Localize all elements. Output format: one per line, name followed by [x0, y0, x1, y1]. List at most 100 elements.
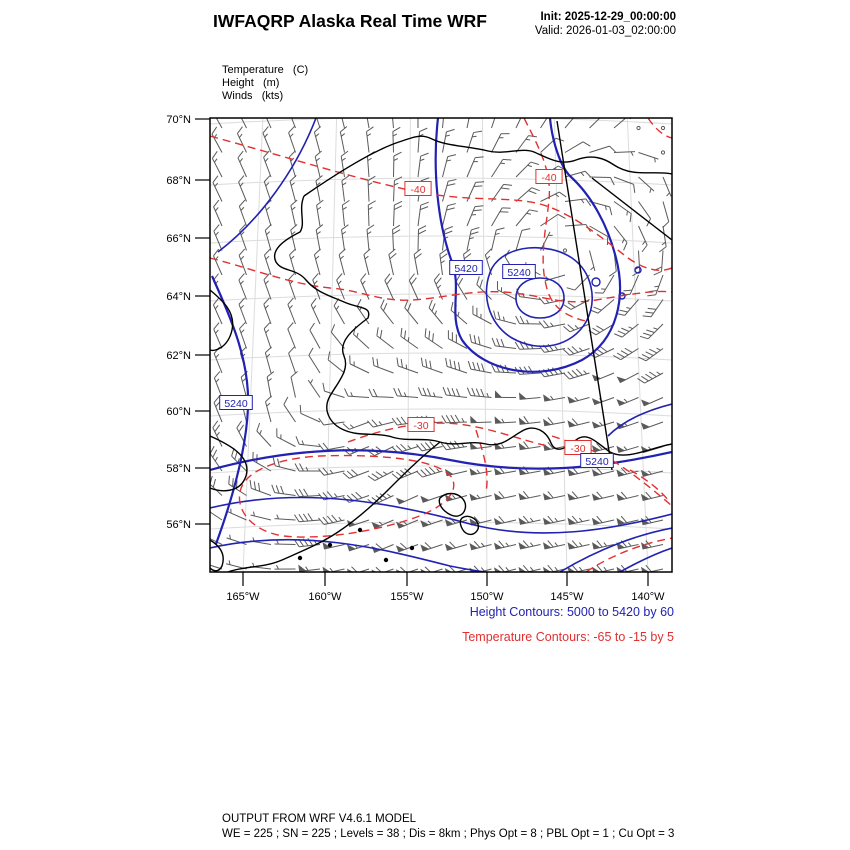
wind-barb	[494, 442, 517, 450]
temperature-contour	[585, 537, 672, 572]
wind-barb	[276, 428, 296, 447]
wind-barb	[420, 519, 443, 528]
parallel-line	[210, 235, 672, 244]
axis-labels: 70°N 68°N 66°N 64°N 62°N 60°N 58°N 56°N 165°W 160…	[166, 114, 665, 603]
wind-barb	[400, 327, 419, 349]
svg-text:-30: -30	[570, 443, 585, 455]
temperature-contour	[647, 118, 672, 139]
wind-barb	[567, 540, 590, 550]
wind-barb	[226, 534, 247, 545]
wind-barb	[363, 248, 371, 276]
wind-barb	[266, 371, 275, 398]
svg-text:5240: 5240	[507, 267, 531, 279]
wind-barb	[613, 176, 636, 193]
wind-barb	[469, 333, 492, 349]
wind-barb	[263, 150, 272, 178]
wind-barb	[315, 175, 323, 202]
wind-barb	[494, 390, 517, 398]
height-contour-label: 5240	[502, 264, 536, 279]
wind-barb	[367, 419, 394, 428]
wind-barb	[271, 484, 296, 496]
wind-barb	[341, 118, 345, 129]
wind-barb	[213, 322, 223, 349]
coastline	[210, 289, 234, 352]
wind-barb	[442, 386, 468, 398]
lon-tick-label: 150°W	[470, 591, 504, 603]
temperature-contour	[238, 454, 455, 538]
wind-barb	[616, 467, 639, 477]
wind-barb	[636, 125, 641, 131]
meridian-line	[324, 118, 338, 572]
wind-barb	[287, 322, 296, 349]
wind-barb	[442, 154, 457, 178]
wind-barb	[295, 436, 321, 447]
wind-barb	[339, 126, 348, 153]
wind-barb	[237, 150, 247, 178]
wind-barb	[540, 118, 548, 129]
wind-barb	[283, 396, 296, 423]
wind-barb	[263, 273, 272, 300]
wind-barb	[333, 298, 345, 325]
wind-barb	[314, 150, 322, 178]
coastline	[591, 177, 672, 241]
wind-barb	[518, 392, 541, 400]
wind-barb	[213, 371, 223, 398]
wind-barb	[491, 158, 512, 178]
wind-barb	[313, 248, 321, 276]
temperature-contour-label: -40	[404, 181, 432, 196]
wind-barb	[416, 466, 443, 478]
temperature-contour	[210, 257, 672, 303]
wind-barb	[639, 323, 664, 340]
height-contour	[619, 547, 672, 572]
wind-barb	[567, 515, 590, 525]
wind-barb	[367, 175, 376, 202]
wind-barb	[288, 346, 296, 374]
island	[357, 527, 363, 533]
wind-barb	[640, 469, 664, 478]
wind-barb	[288, 126, 296, 153]
temperature-contour-label: -30	[564, 440, 592, 455]
wind-barb	[212, 297, 223, 325]
coastline	[227, 441, 441, 572]
wind-barb	[290, 224, 298, 251]
axis-ticks	[195, 118, 649, 586]
coastline-layer	[210, 120, 672, 572]
wind-barb	[371, 519, 394, 529]
wind-barb	[250, 511, 272, 521]
wind-barb	[440, 440, 468, 451]
wind-barb	[341, 199, 350, 227]
parallel-line	[210, 177, 672, 186]
wind-barb	[395, 495, 419, 505]
height-contour	[515, 277, 565, 319]
lat-tick-label: 56°N	[166, 519, 191, 531]
wind-barb	[213, 248, 223, 276]
wind-barb	[392, 224, 401, 251]
wind-barb	[470, 415, 492, 424]
island	[383, 557, 389, 563]
height-contours-layer	[210, 118, 672, 572]
wind-barb	[238, 248, 247, 276]
wind-barb	[367, 200, 376, 227]
wind-barb	[518, 416, 541, 425]
wind-barb	[567, 418, 590, 428]
coastline	[210, 539, 224, 572]
wind-barb	[466, 118, 470, 129]
svg-text:5240: 5240	[224, 398, 248, 410]
wind-barb	[420, 495, 443, 503]
contour-labels-layer: -40 -40 -30 -30 5420 5240 5240 5240	[219, 169, 614, 468]
coastline	[438, 492, 467, 517]
coastline	[459, 515, 480, 536]
wind-barb	[376, 327, 394, 349]
wind-barb	[294, 513, 321, 523]
wind-barb	[393, 151, 402, 178]
model-output-line: OUTPUT FROM WRF V4.6.1 MODEL	[222, 813, 417, 825]
meridian-line	[242, 118, 264, 572]
wind-barb	[213, 224, 223, 251]
height-contour-label: 5420	[449, 260, 483, 275]
wind-barb	[518, 491, 541, 501]
wind-barb	[591, 421, 615, 429]
wind-barb	[322, 382, 345, 398]
wind-barb	[392, 118, 394, 129]
wind-barb	[564, 170, 592, 178]
coastline	[210, 435, 248, 492]
